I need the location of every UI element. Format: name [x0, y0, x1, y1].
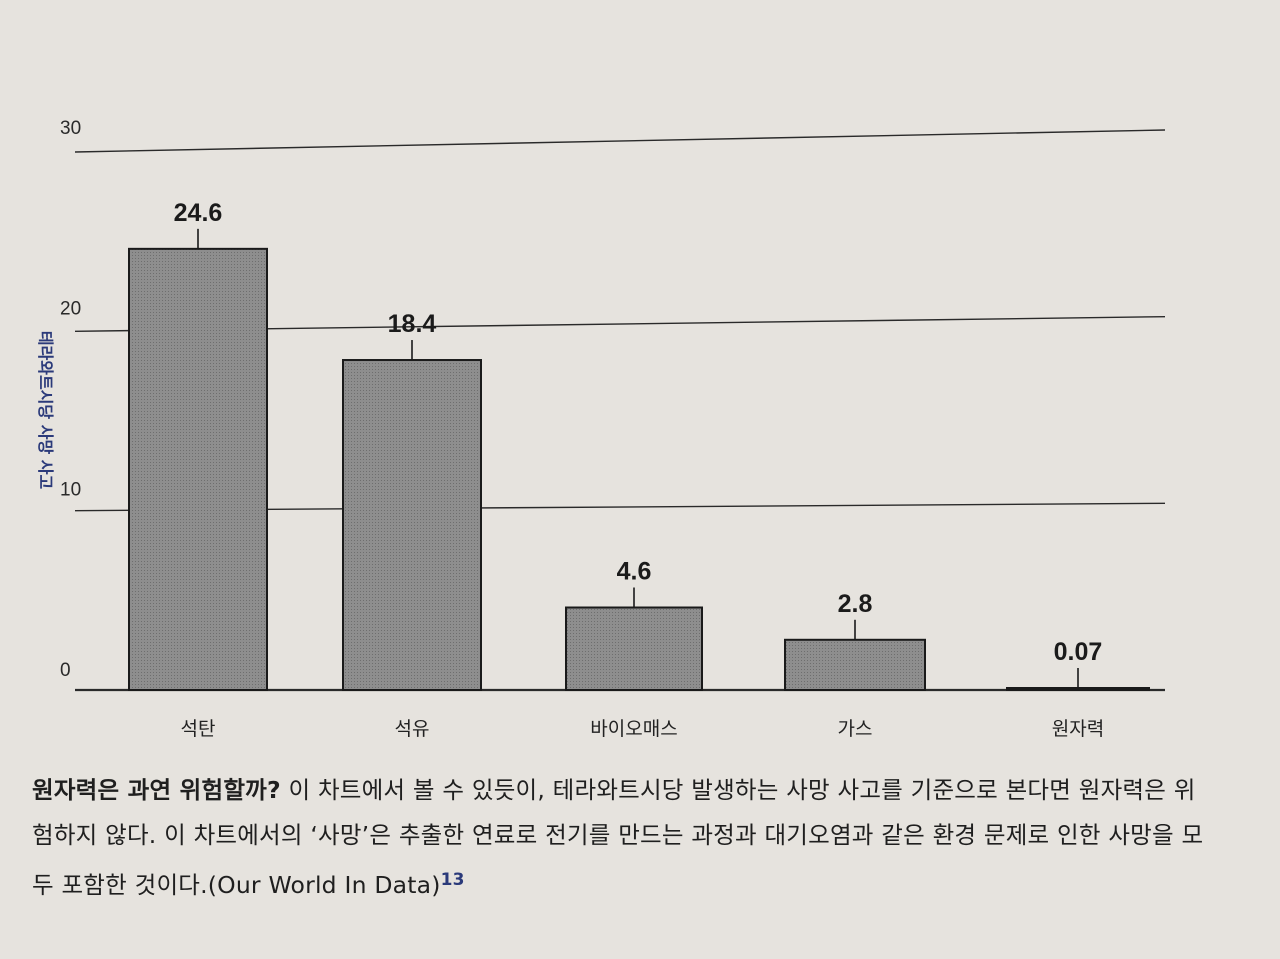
value-label: 18.4 [388, 310, 437, 338]
y-tick-label: 20 [60, 299, 81, 320]
footnote-number: 13 [440, 870, 465, 890]
category-label: 가스 [838, 718, 873, 740]
figure-caption: 원자력은 과연 위험할까? 이 차트에서 볼 수 있듯이, 테라와트시당 발생하… [32, 768, 1212, 908]
bar [342, 359, 482, 691]
y-tick-labels: 0 10 20 30 [60, 118, 81, 681]
value-label: 4.6 [617, 558, 652, 586]
bar [128, 247, 268, 691]
y-tick-label: 30 [60, 118, 81, 139]
y-axis-label: 테라와트시당 사망 사고 [36, 331, 55, 490]
bar-chart: 0 10 20 30 24.6 18.4 4.6 2.8 0.07 석탄 석유 바이오매스 가스 원자… [36, 118, 1166, 740]
bar [1006, 687, 1150, 691]
y-tick-label: 0 [60, 660, 71, 681]
category-label: 원자력 [1052, 718, 1104, 740]
category-label: 바이오매스 [590, 718, 677, 740]
value-label: 2.8 [838, 590, 873, 618]
y-tick-label: 10 [60, 479, 81, 500]
grid-line [74, 129, 1166, 153]
bar [565, 606, 703, 691]
category-labels: 석탄 석유 바이오매스 가스 원자력 [181, 718, 1105, 740]
caption-body: 이 차트에서 볼 수 있듯이, 테라와트시당 발생하는 사망 사고를 기준으로 … [32, 776, 1204, 899]
value-label: 24.6 [174, 199, 223, 227]
bars [128, 228, 1150, 692]
category-label: 석유 [395, 718, 430, 740]
value-labels: 24.6 18.4 4.6 2.8 0.07 [174, 199, 1103, 666]
value-label: 0.07 [1054, 638, 1103, 666]
category-label: 석탄 [181, 718, 216, 740]
bar [784, 638, 926, 692]
caption-lead: 원자력은 과연 위험할까? [32, 776, 281, 804]
